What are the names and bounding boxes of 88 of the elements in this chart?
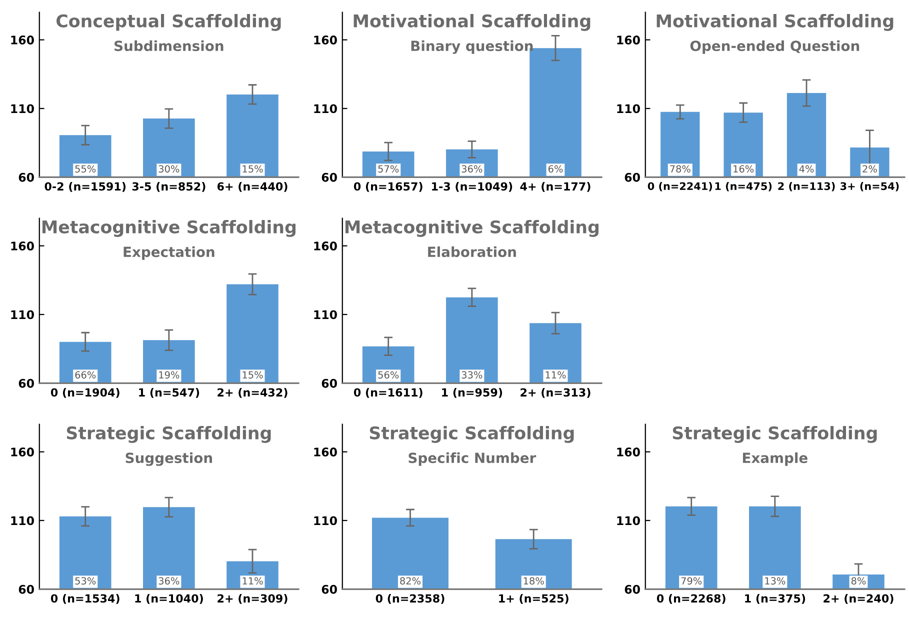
text: Open-ended Question xyxy=(690,40,860,54)
annotation: 30% xyxy=(158,165,180,173)
x-tick-label: 2+ (n=313) xyxy=(520,388,590,398)
x-tick-label: 1 (n=1040) xyxy=(135,594,203,604)
annotation: 53% xyxy=(75,577,96,585)
chart-title: Motivational Scaffolding xyxy=(656,14,894,31)
x-tick-label: 0 (n=1611) xyxy=(354,388,422,398)
annotation: 15% xyxy=(242,165,263,173)
x-tick-label: 2+ (n=432) xyxy=(218,388,288,398)
x-tick-label: 0 (n=1657) xyxy=(354,182,422,192)
annotation: 18% xyxy=(524,577,544,585)
x-tick-label: 2+ (n=240) xyxy=(824,594,894,604)
x-tick-label: 3+ (n=54) xyxy=(840,182,899,192)
y-tick-label: 60 xyxy=(322,378,337,388)
y-tick-label: 60 xyxy=(624,172,640,182)
y-tick-label: 60 xyxy=(18,378,34,388)
chart-title: Strategic Scaffolding xyxy=(370,426,574,443)
y-tick-label: 60 xyxy=(18,172,34,182)
y-tick-label: 110 xyxy=(11,516,34,526)
x-tick-label: 1 (n=375) xyxy=(745,594,806,604)
y-tick-label: 110 xyxy=(314,104,337,114)
y-tick-label: 160 xyxy=(617,36,640,44)
y-tick-label: 160 xyxy=(314,448,337,456)
text: Suggestion xyxy=(126,452,212,466)
annotation: 13% xyxy=(765,577,786,585)
text: Binary question xyxy=(411,40,533,54)
y-tick-label: 110 xyxy=(617,104,640,114)
annotation: 15% xyxy=(242,371,263,379)
x-tick-label: 0 (n=1534) xyxy=(50,594,120,604)
x-tick-label: 0 (n=2241) xyxy=(648,182,712,192)
x-tick-label: 0-2 (n=1591) xyxy=(44,182,126,192)
y-tick-label: 160 xyxy=(11,242,34,250)
annotation: 11% xyxy=(242,577,263,585)
x-tick-label: 1+ (n=525) xyxy=(499,594,568,604)
annotation: 8% xyxy=(851,577,866,585)
x-tick-label: 2+ (n=309) xyxy=(218,594,288,604)
annotation: 55% xyxy=(75,165,96,173)
text: Elaboration xyxy=(428,246,516,258)
text: Specific Number xyxy=(408,452,536,466)
x-tick-label: 3-5 (n=852) xyxy=(132,182,206,192)
x-tick-label: 0 (n=2268) xyxy=(656,594,726,604)
annotation: 79% xyxy=(681,577,702,585)
annotation: 11% xyxy=(546,371,566,379)
annotation: 66% xyxy=(75,371,96,379)
annotation: 36% xyxy=(158,577,180,585)
x-tick-label: 1 (n=475) xyxy=(715,182,772,192)
x-tick-label: 6+ (n=440) xyxy=(217,182,288,192)
y-tick-label: 60 xyxy=(624,584,640,594)
chart-title: Metacognitive Scaffolding xyxy=(42,220,296,237)
y-tick-label: 60 xyxy=(322,584,337,594)
y-tick-label: 110 xyxy=(314,516,337,526)
y-tick-label: 160 xyxy=(314,242,337,250)
annotation: 36% xyxy=(462,165,482,173)
chart-title: Conceptual Scaffolding xyxy=(56,14,281,31)
y-tick-label: 110 xyxy=(11,104,34,114)
annotation: 2% xyxy=(862,165,877,173)
x-tick-label: 1 (n=547) xyxy=(139,388,200,398)
chart-title: Metacognitive Scaffolding xyxy=(345,220,598,237)
annotation: 33% xyxy=(462,371,482,379)
annotation: 19% xyxy=(159,371,180,379)
text: Example xyxy=(742,452,808,466)
x-tick-label: 1-3 (n=1049) xyxy=(432,182,512,192)
y-tick-label: 160 xyxy=(11,448,34,456)
x-tick-label: 1 (n=959) xyxy=(442,388,502,398)
x-tick-label: 0 (n=2358) xyxy=(376,594,444,604)
y-tick-label: 110 xyxy=(617,516,640,526)
chart-title: Strategic Scaffolding xyxy=(66,426,271,443)
x-tick-label: 4+ (n=177) xyxy=(520,182,590,192)
annotation: 4% xyxy=(799,165,814,173)
y-tick-label: 160 xyxy=(617,448,640,456)
chart-title: Strategic Scaffolding xyxy=(672,426,877,443)
annotation: 56% xyxy=(378,371,399,379)
y-tick-label: 60 xyxy=(322,172,337,182)
chart-title: Motivational Scaffolding xyxy=(354,14,590,31)
x-tick-label: 2 (n=113) xyxy=(778,182,835,192)
y-tick-label: 60 xyxy=(18,584,34,594)
y-tick-label: 110 xyxy=(314,310,337,320)
x-tick-label: 0 (n=1904) xyxy=(50,388,120,398)
y-tick-label: 110 xyxy=(11,310,34,320)
text: Subdimension xyxy=(114,40,224,52)
annotation: 82% xyxy=(400,577,421,585)
annotation: 6% xyxy=(548,165,563,173)
y-tick-label: 160 xyxy=(11,36,34,44)
annotation: 78% xyxy=(670,165,690,173)
y-tick-label: 160 xyxy=(314,36,337,44)
text: Expectation xyxy=(124,246,214,260)
annotation: 16% xyxy=(734,165,754,173)
annotation: 57% xyxy=(378,165,399,173)
